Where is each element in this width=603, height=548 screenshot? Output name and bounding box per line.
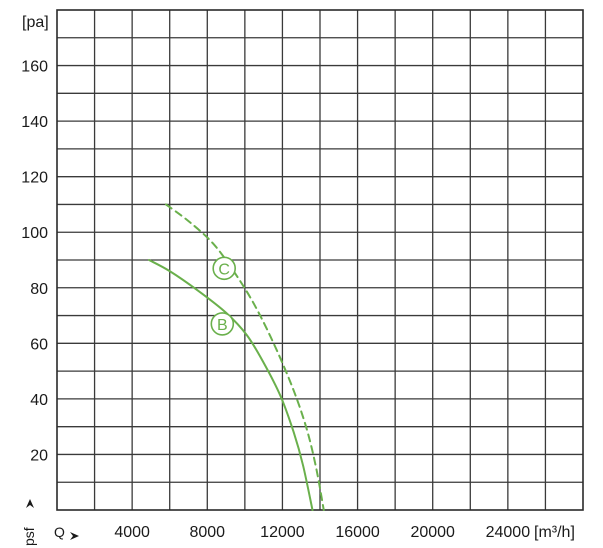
x-axis-label: Q (54, 524, 65, 540)
curve-label-text: B (217, 317, 228, 334)
y-tick-label: 60 (30, 336, 48, 353)
tick-labels: 4000 8000 12000 16000 20000 24000 20 40 60 80 100 1… (21, 59, 530, 541)
x-tick-label: 24000 (486, 524, 531, 541)
y-tick-label: 80 (30, 281, 48, 298)
curve-labels: CB (210, 256, 236, 336)
y-axis-arrow-icon (26, 499, 34, 508)
y-unit-label: [pa] (22, 14, 49, 31)
curve-label-text: C (218, 261, 230, 278)
curve-label-b: B (210, 312, 235, 336)
y-tick-label: 20 (30, 447, 48, 464)
x-axis-label-group: Q (54, 524, 79, 540)
y-axis-label: psf (21, 527, 37, 546)
y-tick-label: 160 (21, 59, 48, 76)
grid (57, 10, 583, 510)
y-tick-label: 40 (30, 392, 48, 409)
y-tick-label: 120 (21, 170, 48, 187)
x-tick-label: 8000 (189, 524, 225, 541)
x-tick-label: 12000 (260, 524, 305, 541)
x-tick-label: 4000 (114, 524, 150, 541)
x-tick-label: 20000 (410, 524, 455, 541)
y-tick-label: 140 (21, 114, 48, 131)
plot-frame (56, 9, 584, 511)
curve-label-circle (210, 312, 235, 336)
curve-label-c: C (212, 256, 236, 281)
x-unit-label: [m³/h] (534, 524, 575, 541)
y-axis-label-group: psf (21, 499, 37, 546)
curves (148, 203, 325, 511)
series-line-c (164, 203, 325, 511)
x-tick-label: 16000 (335, 524, 380, 541)
x-axis-arrow-icon (70, 532, 79, 540)
series-line-b (148, 259, 314, 511)
y-tick-label: 100 (21, 225, 48, 242)
curve-label-circle (212, 256, 236, 281)
